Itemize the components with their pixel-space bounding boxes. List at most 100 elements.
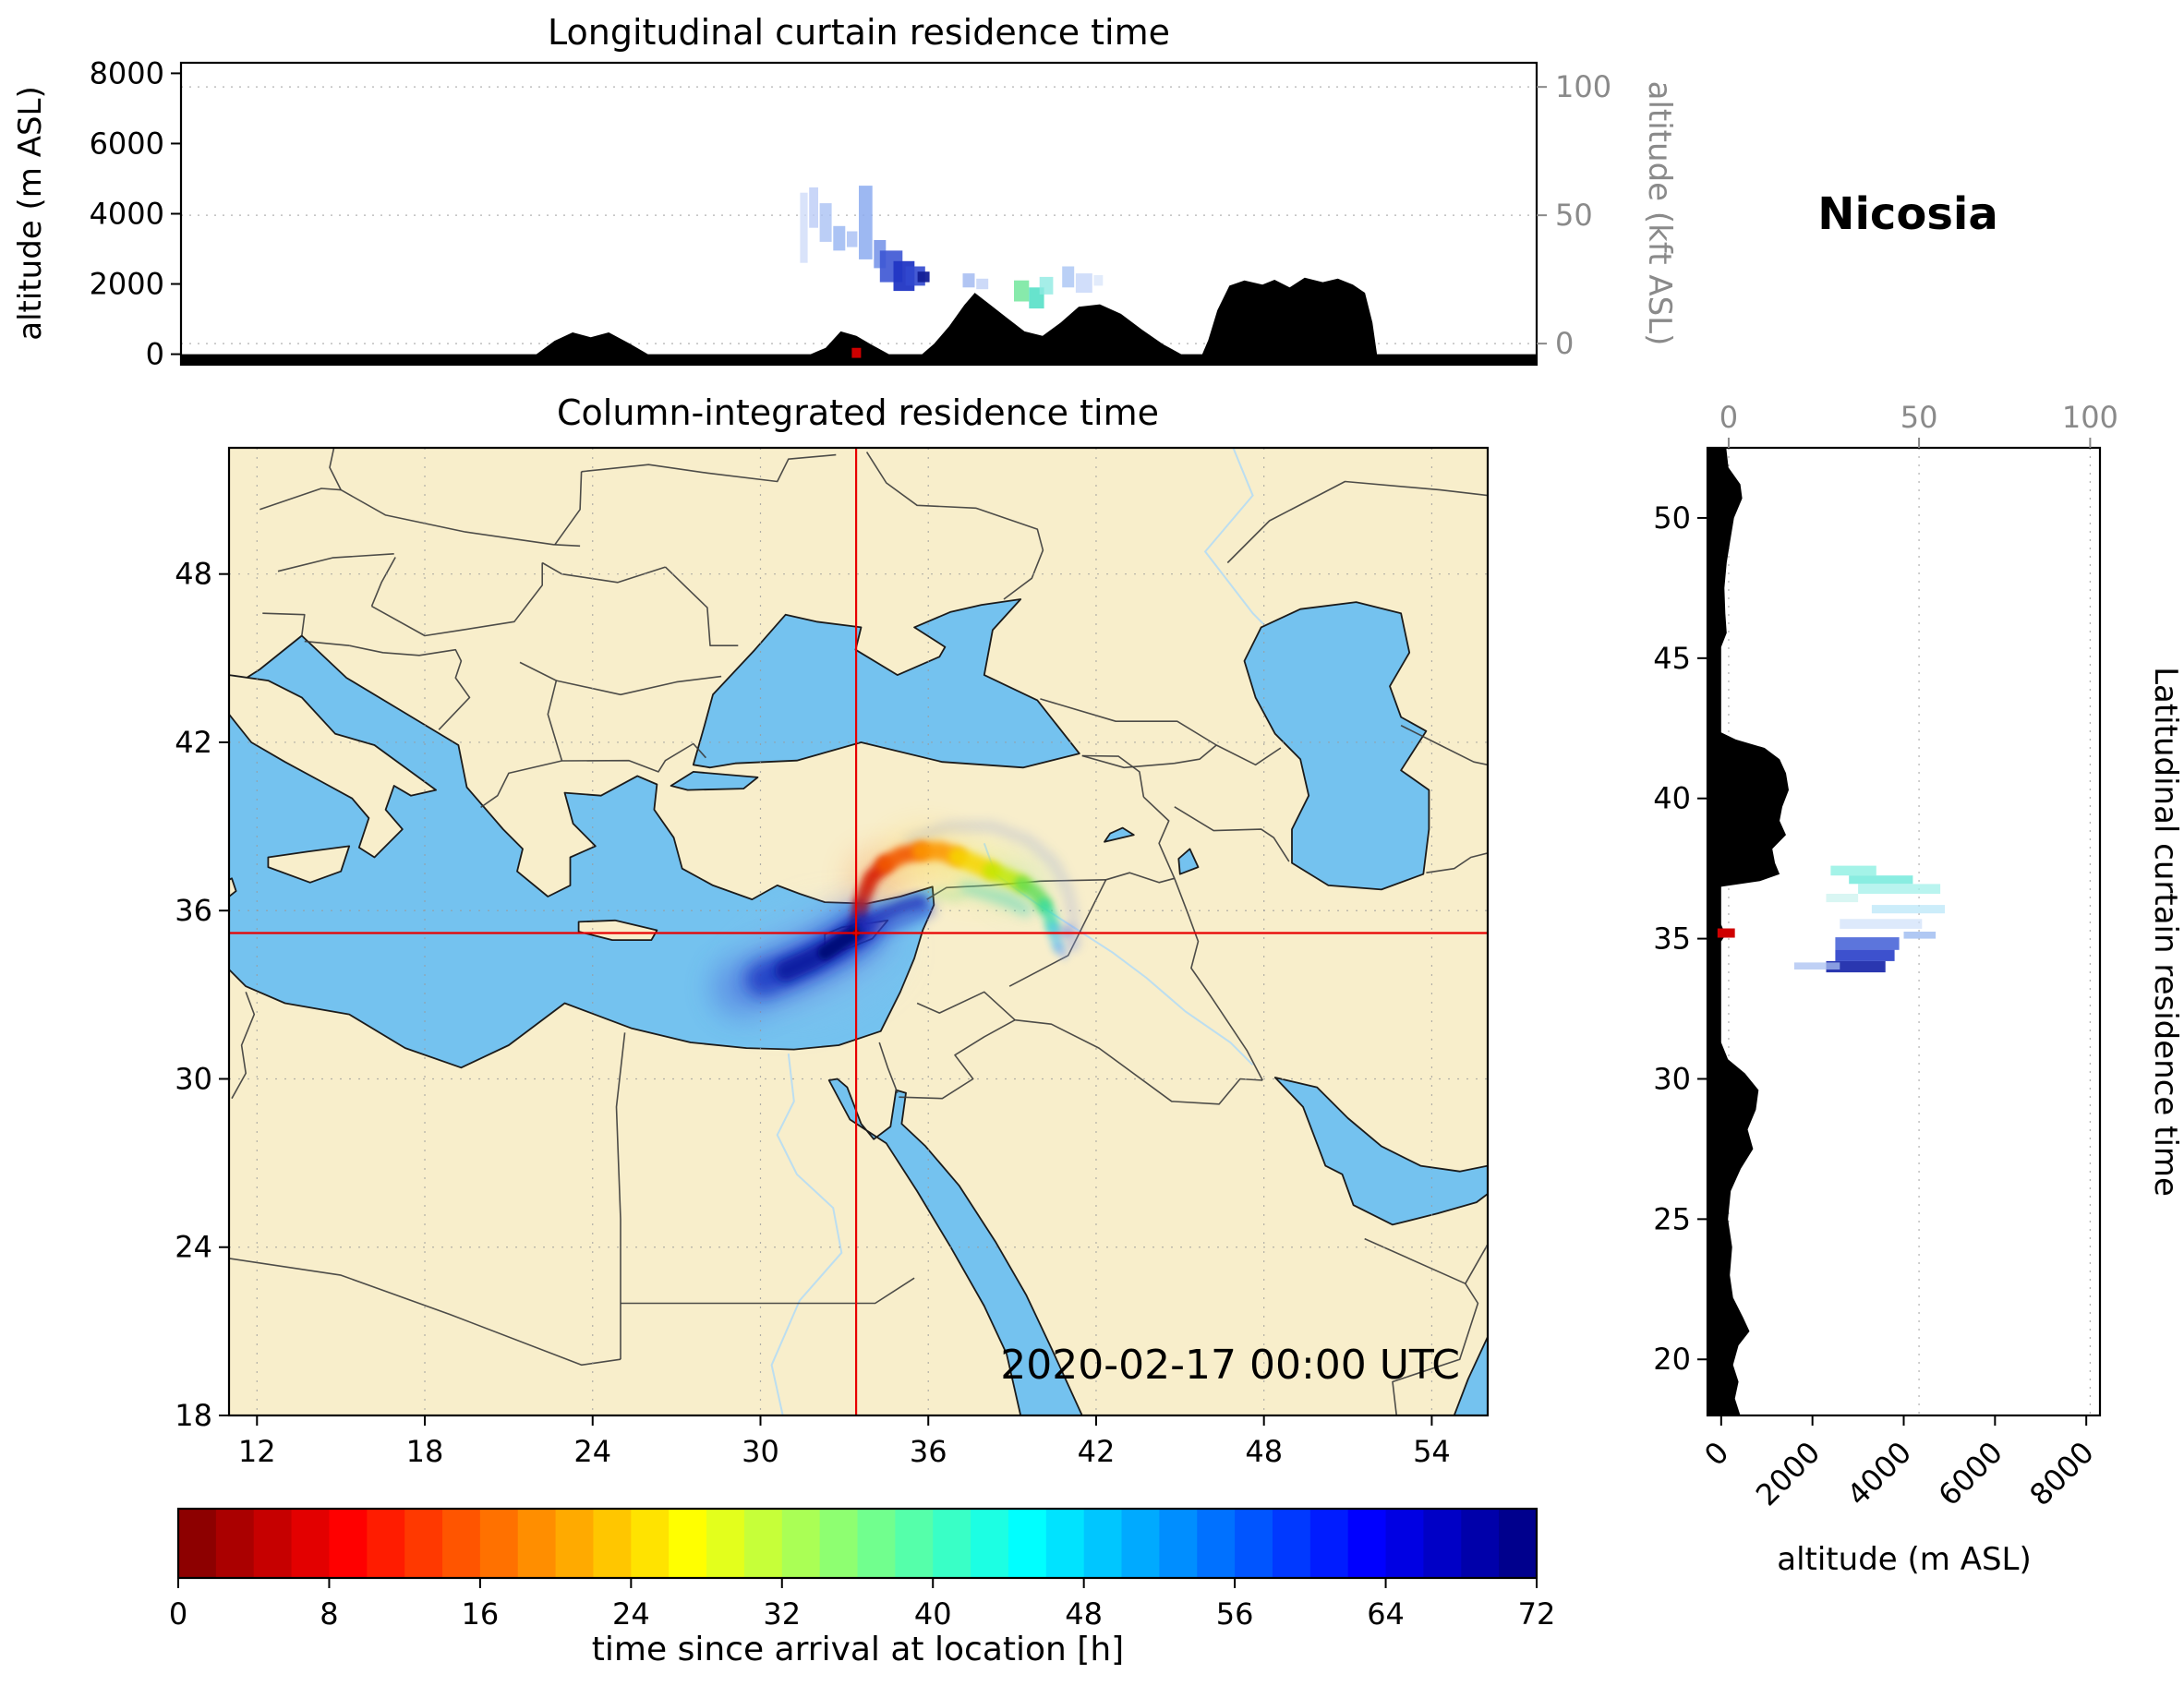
colorbar-segment bbox=[971, 1509, 1009, 1578]
colorbar: 0 8 16 24 32 40 48 56 64 72 bbox=[169, 1507, 1556, 1632]
curtain-cell bbox=[917, 271, 930, 283]
ylabel-altitude-m: altitude (m ASL) bbox=[12, 86, 49, 341]
colorbar-segment bbox=[555, 1509, 595, 1578]
colorbar-segment bbox=[1083, 1509, 1123, 1578]
top-ytick-label: 8000 bbox=[90, 55, 164, 90]
country-border bbox=[1174, 878, 1263, 1081]
curtain-cell bbox=[1062, 266, 1075, 288]
curtain-cell bbox=[1835, 949, 1895, 961]
right-ytick-label: 20 bbox=[1653, 1342, 1691, 1377]
ylabel-altitude-kft: altitude (kft ASL) bbox=[1641, 81, 1678, 346]
right-xtick-label: 0 bbox=[1697, 1435, 1735, 1473]
colorbar-segment bbox=[593, 1509, 632, 1578]
right-xtick-label: 4000 bbox=[1840, 1435, 1918, 1512]
map-xtick-label: 12 bbox=[238, 1434, 276, 1469]
right-kft-tick-label: 50 bbox=[1900, 400, 1938, 435]
ocean-poly-caspian bbox=[1243, 601, 1430, 891]
country-border bbox=[1081, 744, 1217, 769]
country-border bbox=[1226, 480, 1488, 564]
colorbar-tick-label: 56 bbox=[1216, 1596, 1254, 1632]
colorbar-segment bbox=[1008, 1509, 1047, 1578]
country-border bbox=[371, 562, 543, 637]
source-marker-top bbox=[851, 347, 862, 358]
country-border bbox=[664, 566, 739, 646]
country-border bbox=[349, 644, 471, 730]
top-ytick-label: 2000 bbox=[90, 267, 164, 302]
ocean-poly-lake_urmia bbox=[1177, 848, 1200, 875]
colorbar-segment bbox=[367, 1509, 405, 1578]
country-border bbox=[1426, 852, 1488, 873]
colorbar-segment bbox=[1045, 1509, 1085, 1578]
country-border bbox=[1465, 1244, 1488, 1284]
right-xtick-label: 8000 bbox=[2022, 1435, 2100, 1512]
colorbar-segment bbox=[329, 1509, 368, 1578]
curtain-cell bbox=[1793, 962, 1840, 969]
ocean-poly-black_sea bbox=[692, 598, 1080, 769]
map-title: Column-integrated residence time bbox=[557, 392, 1159, 433]
right-ytick-label: 40 bbox=[1653, 781, 1691, 816]
curtain-cell bbox=[809, 187, 818, 228]
country-border bbox=[229, 1258, 621, 1367]
curtain-cell bbox=[976, 278, 989, 290]
top-panel-title: Longitudinal curtain residence time bbox=[548, 12, 1170, 53]
plume-stroke bbox=[904, 822, 1080, 946]
source-marker-right bbox=[1717, 928, 1735, 938]
colorbar-tick-label: 24 bbox=[612, 1596, 650, 1632]
curtain-cell bbox=[859, 186, 873, 259]
colorbar-segment bbox=[933, 1509, 971, 1578]
country-border bbox=[615, 1032, 626, 1360]
residence-time-plume bbox=[713, 822, 1080, 1017]
country-border bbox=[621, 1277, 915, 1305]
country-border bbox=[554, 471, 583, 546]
map-xtick-label: 48 bbox=[1245, 1434, 1283, 1469]
colorbar-tick-label: 72 bbox=[1518, 1596, 1556, 1632]
land-poly-sicily bbox=[267, 845, 351, 884]
map-xtick-label: 54 bbox=[1413, 1434, 1451, 1469]
colorbar-segment bbox=[1423, 1509, 1462, 1578]
colorbar-segment bbox=[442, 1509, 481, 1578]
right-ytick-label: 50 bbox=[1653, 500, 1691, 536]
map-ytick-label: 24 bbox=[175, 1230, 212, 1265]
latitudinal-curtain-panel bbox=[1707, 448, 2091, 1415]
colorbar-segment bbox=[479, 1509, 519, 1578]
ocean-poly-persian_gulf bbox=[1273, 1077, 1488, 1226]
country-border bbox=[581, 453, 837, 483]
country-border bbox=[1015, 1018, 1263, 1105]
longitudinal-curtain-panel bbox=[181, 86, 1537, 365]
country-border bbox=[304, 640, 350, 646]
curtain-cell bbox=[1075, 273, 1092, 293]
colorbar-tick-label: 8 bbox=[320, 1596, 338, 1632]
colorbar-tick-label: 16 bbox=[462, 1596, 500, 1632]
country-border bbox=[480, 760, 562, 809]
right-ytick-label: 35 bbox=[1653, 921, 1691, 957]
colorbar-tick-label: 64 bbox=[1367, 1596, 1405, 1632]
top-ytick-label: 0 bbox=[146, 337, 164, 372]
country-border bbox=[370, 557, 396, 607]
map-frame bbox=[227, 446, 1490, 1417]
top-kft-tick-label: 100 bbox=[1555, 69, 1611, 104]
plume-stroke bbox=[856, 894, 928, 934]
curtain-cell bbox=[847, 231, 858, 247]
ocean-poly-arabian_sea bbox=[1453, 1336, 1488, 1415]
curtain-cell bbox=[962, 273, 975, 288]
map-ytick-label: 42 bbox=[175, 725, 212, 760]
country-border bbox=[878, 1042, 899, 1093]
country-border bbox=[231, 992, 256, 1100]
country-border bbox=[1040, 698, 1282, 766]
date-label: 2020-02-17 00:00 UTC bbox=[1000, 1342, 1460, 1389]
map-ytick-label: 48 bbox=[175, 557, 212, 592]
ocean-poly-marmara bbox=[670, 771, 759, 791]
curtain-cell bbox=[1840, 919, 1923, 929]
curtain-cell bbox=[1849, 875, 1913, 885]
plume-stroke bbox=[932, 888, 964, 902]
colorbar-segment bbox=[215, 1509, 255, 1578]
curtain-cell bbox=[1826, 894, 1859, 903]
land-poly-italy bbox=[229, 674, 437, 859]
right-panel-title: Latitudinal curtain residence time bbox=[2147, 667, 2184, 1197]
colorbar-segment bbox=[1347, 1509, 1387, 1578]
country-border bbox=[1142, 796, 1176, 879]
right-kft-tick-label: 100 bbox=[2062, 400, 2118, 435]
map-ytick-label: 18 bbox=[175, 1398, 212, 1433]
plume-blob bbox=[1058, 925, 1075, 938]
